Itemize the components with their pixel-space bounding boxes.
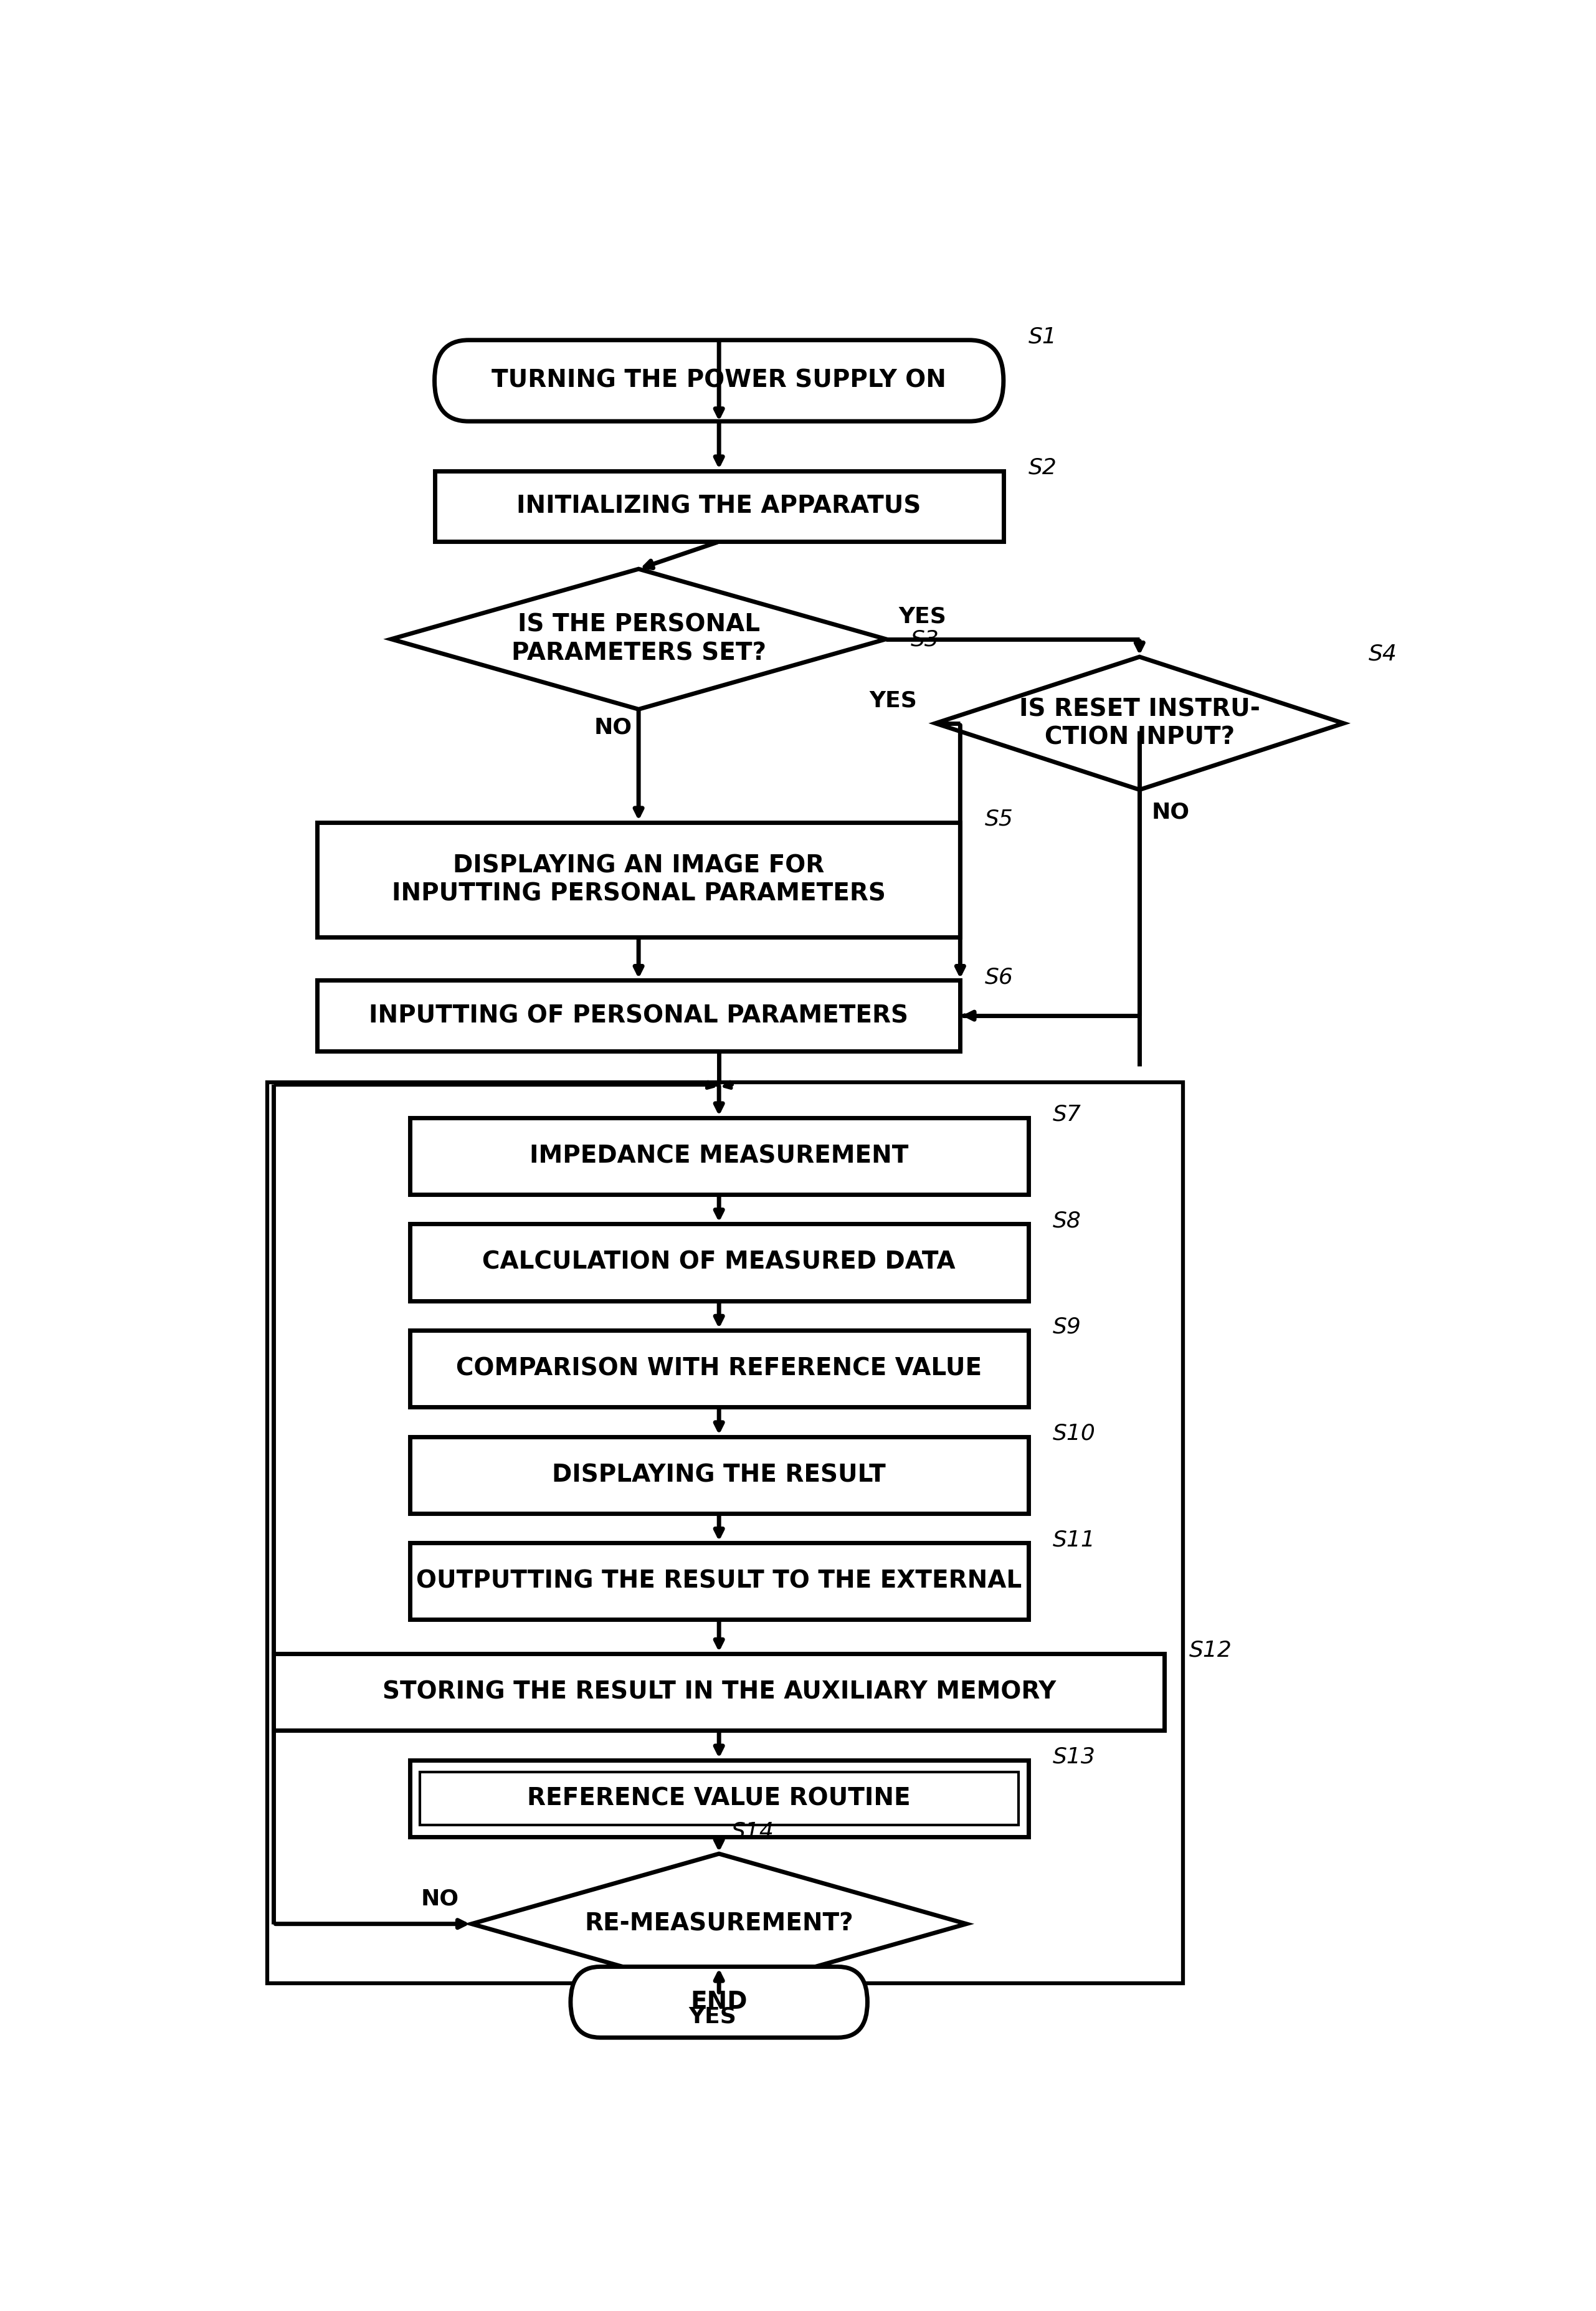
Polygon shape	[935, 656, 1344, 790]
Text: TURNING THE POWER SUPPLY ON: TURNING THE POWER SUPPLY ON	[492, 370, 946, 393]
Text: COMPARISON WITH REFERENCE VALUE: COMPARISON WITH REFERENCE VALUE	[456, 1357, 982, 1380]
FancyBboxPatch shape	[318, 823, 961, 938]
FancyBboxPatch shape	[410, 1437, 1028, 1514]
Polygon shape	[472, 1853, 967, 1994]
Text: S3: S3	[911, 629, 940, 649]
FancyBboxPatch shape	[410, 1119, 1028, 1195]
Text: NO: NO	[594, 716, 632, 737]
Text: NO: NO	[1152, 802, 1191, 823]
Text: NO: NO	[421, 1888, 460, 1909]
Text: S11: S11	[1053, 1530, 1096, 1551]
Text: YES: YES	[689, 2006, 737, 2027]
Text: INPUTTING OF PERSONAL PARAMETERS: INPUTTING OF PERSONAL PARAMETERS	[369, 1003, 908, 1028]
FancyBboxPatch shape	[318, 980, 961, 1052]
Text: STORING THE RESULT IN THE AUXILIARY MEMORY: STORING THE RESULT IN THE AUXILIARY MEMO…	[381, 1680, 1057, 1703]
Text: REFERENCE VALUE ROUTINE: REFERENCE VALUE ROUTINE	[527, 1786, 911, 1810]
FancyBboxPatch shape	[410, 1331, 1028, 1407]
Text: END: END	[691, 1990, 747, 2013]
FancyBboxPatch shape	[268, 1082, 1183, 1983]
Text: IMPEDANCE MEASUREMENT: IMPEDANCE MEASUREMENT	[530, 1144, 908, 1167]
Text: S14: S14	[731, 1821, 774, 1842]
Text: INITIALIZING THE APPARATUS: INITIALIZING THE APPARATUS	[517, 495, 921, 518]
Text: S7: S7	[1053, 1105, 1082, 1125]
FancyBboxPatch shape	[420, 1773, 1018, 1826]
Text: DISPLAYING THE RESULT: DISPLAYING THE RESULT	[552, 1463, 886, 1486]
Text: CALCULATION OF MEASURED DATA: CALCULATION OF MEASURED DATA	[482, 1250, 956, 1273]
Text: YES: YES	[899, 605, 946, 626]
Text: S10: S10	[1053, 1424, 1096, 1444]
Text: S2: S2	[1028, 458, 1057, 478]
Text: S9: S9	[1053, 1317, 1082, 1338]
Text: S13: S13	[1053, 1747, 1096, 1768]
Text: IS THE PERSONAL
PARAMETERS SET?: IS THE PERSONAL PARAMETERS SET?	[511, 612, 766, 666]
Text: S1: S1	[1028, 326, 1057, 347]
Text: OUTPUTTING THE RESULT TO THE EXTERNAL: OUTPUTTING THE RESULT TO THE EXTERNAL	[417, 1569, 1021, 1592]
Text: YES: YES	[868, 691, 916, 712]
Text: S12: S12	[1189, 1641, 1232, 1662]
Text: S5: S5	[985, 809, 1013, 830]
Text: DISPLAYING AN IMAGE FOR
INPUTTING PERSONAL PARAMETERS: DISPLAYING AN IMAGE FOR INPUTTING PERSON…	[391, 853, 886, 906]
FancyBboxPatch shape	[275, 1655, 1165, 1731]
FancyBboxPatch shape	[434, 340, 1004, 421]
Polygon shape	[391, 569, 886, 709]
FancyBboxPatch shape	[410, 1544, 1028, 1620]
Text: RE-MEASUREMENT?: RE-MEASUREMENT?	[584, 1911, 854, 1937]
Text: S8: S8	[1053, 1211, 1082, 1232]
FancyBboxPatch shape	[434, 471, 1004, 541]
Text: S6: S6	[985, 966, 1013, 987]
FancyBboxPatch shape	[410, 1225, 1028, 1301]
FancyBboxPatch shape	[571, 1967, 868, 2038]
FancyBboxPatch shape	[410, 1761, 1028, 1837]
Text: S4: S4	[1368, 642, 1396, 663]
Text: IS RESET INSTRU-
CTION INPUT?: IS RESET INSTRU- CTION INPUT?	[1018, 698, 1261, 749]
